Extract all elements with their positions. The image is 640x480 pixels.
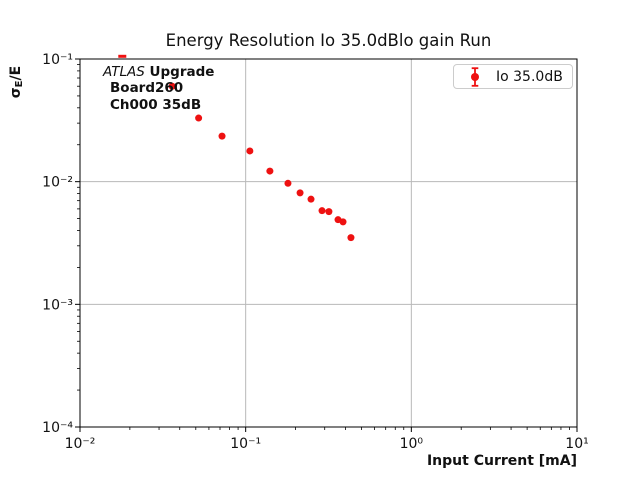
annotation-atlas: ATLAS [103, 64, 145, 80]
data-point [347, 234, 355, 242]
data-point [168, 82, 176, 90]
data-point [307, 195, 315, 203]
chart-title: Energy Resolution Io 35.0dBlo gain Run [165, 31, 492, 50]
data-point [218, 132, 226, 140]
data-point [195, 114, 203, 122]
data-point [296, 189, 304, 197]
annotation-block: ATLAS Upgrade Board260 Ch000 35dB [103, 64, 214, 113]
x-tick-label: 10⁻¹ [230, 436, 261, 452]
annotation-line-3: Ch000 35dB [110, 96, 202, 113]
data-point-clipped-cap [118, 54, 127, 58]
legend-box: Io 35.0dB [453, 64, 573, 89]
annotation-upgrade: Upgrade [149, 64, 215, 80]
data-point [325, 208, 333, 216]
y-tick-label: 10⁻⁴ [42, 420, 73, 436]
legend-errorbar-marker-icon [471, 66, 479, 87]
y-tick-label: 10⁻² [42, 175, 73, 191]
x-tick-label: 10⁰ [400, 436, 424, 452]
data-point [266, 167, 274, 175]
x-axis-label: Input Current [mA] [426, 453, 577, 469]
legend-label: Io 35.0dB [496, 68, 563, 85]
y-tick-label: 10⁻³ [42, 297, 73, 313]
axes-frame [79, 58, 578, 428]
annotation-line-2: Board260 [110, 80, 184, 97]
annotation-line-1: ATLAS Upgrade [103, 64, 214, 80]
data-point [339, 218, 347, 226]
data-point [284, 179, 292, 187]
x-tick-label: 10⁻² [65, 436, 96, 452]
data-point [318, 207, 326, 215]
y-tick-label: 10⁻¹ [42, 52, 73, 68]
data-point [246, 147, 254, 155]
x-tick-label: 10¹ [565, 436, 588, 452]
